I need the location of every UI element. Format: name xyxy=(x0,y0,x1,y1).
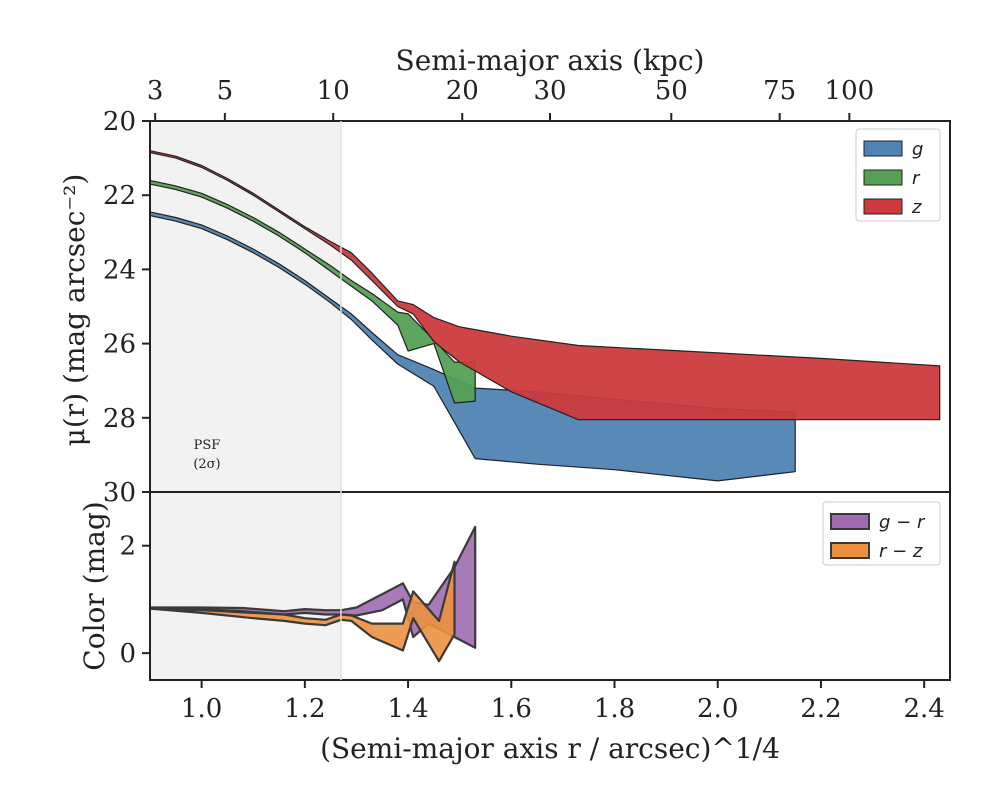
top-y-tick-label: 22 xyxy=(103,181,136,211)
legend-top: grz xyxy=(855,128,941,222)
psf-region-top xyxy=(150,121,341,492)
bottom-x-tick-label: 1.0 xyxy=(181,694,222,724)
psf-label-line1: PSF xyxy=(194,438,221,453)
psf-label-line2: (2σ) xyxy=(193,457,220,472)
bottom-x-tick-label: 2.2 xyxy=(800,694,841,724)
band-r-minus-z xyxy=(148,560,456,663)
top-y-ticks: 20 22 24 26 28 30 xyxy=(103,107,150,508)
bottom-x-ticks: 1.0 1.2 1.4 1.6 1.8 2.0 2.2 2.4 xyxy=(181,680,945,724)
top-axis-ticks: 3 5 10 20 30 50 75 100 xyxy=(147,76,874,121)
legend-bottom: g − r r − z xyxy=(822,501,941,566)
legend-swatch xyxy=(863,198,903,215)
top-y-tick-label: 28 xyxy=(103,404,136,434)
top-x-tick-label: 50 xyxy=(655,76,688,106)
legend-label: r xyxy=(912,168,921,189)
bottom-x-tick-label: 1.2 xyxy=(284,694,325,724)
bottom-panel-frame xyxy=(149,491,951,681)
top-x-tick-label: 5 xyxy=(217,76,234,106)
bottom-x-tick-label: 2.4 xyxy=(904,694,945,724)
psf-region-bottom xyxy=(150,492,341,680)
legend-label: g xyxy=(912,139,923,160)
bottom-axis-title: (Semi-major axis r / arcsec)^1/4 xyxy=(320,732,780,765)
top-y-tick-label: 24 xyxy=(103,255,136,285)
legend-swatch xyxy=(830,542,870,559)
bottom-y-axis-title: Color (mag) xyxy=(78,501,111,670)
top-y-axis-title: μ(r) (mag arcsec⁻²) xyxy=(58,174,91,447)
bottom-y-ticks: 02 xyxy=(119,532,150,669)
bottom-x-tick-label: 1.6 xyxy=(491,694,532,724)
legend-swatch xyxy=(830,513,870,530)
band-r xyxy=(149,179,476,404)
surface-brightness-series xyxy=(149,150,941,482)
top-x-tick-label: 75 xyxy=(763,76,796,106)
bottom-x-tick-label: 1.8 xyxy=(594,694,635,724)
color-series xyxy=(148,525,477,663)
band-g-minus-r xyxy=(148,525,477,649)
top-x-tick-label: 10 xyxy=(317,76,350,106)
legend-swatch xyxy=(863,140,903,157)
bottom-y-tick-label: 0 xyxy=(119,639,136,669)
legend-label: z xyxy=(911,197,922,218)
top-axis-title: Semi-major axis (kpc) xyxy=(396,44,705,77)
top-x-tick-label: 20 xyxy=(446,76,479,106)
band-z xyxy=(149,150,941,421)
bottom-x-tick-label: 1.4 xyxy=(387,694,428,724)
top-y-tick-label: 26 xyxy=(103,330,136,360)
top-x-tick-label: 30 xyxy=(533,76,566,106)
top-x-tick-label: 3 xyxy=(147,76,164,106)
top-y-tick-label: 20 xyxy=(103,107,136,137)
bottom-y-tick-label: 2 xyxy=(119,532,136,562)
top-x-tick-label: 100 xyxy=(825,76,875,106)
legend-label: g − r xyxy=(879,512,926,533)
legend-label: r − z xyxy=(879,541,923,562)
legend-swatch xyxy=(863,169,903,186)
bottom-x-tick-label: 2.0 xyxy=(697,694,738,724)
top-y-tick-label: 30 xyxy=(103,478,136,508)
